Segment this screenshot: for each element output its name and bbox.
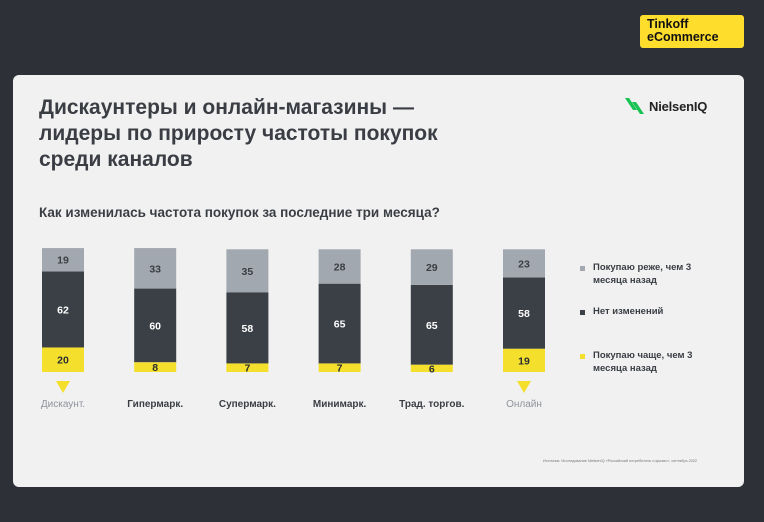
title-line-2: лидеры по приросту частоты покупок [39,122,438,145]
bar-less-2 [226,249,269,293]
bar-label-more-4: 6 [429,363,435,375]
bar-label-more-1: 8 [152,362,158,374]
bar-label-less-4: 29 [426,262,438,274]
brand-line-1: Tinkoff [647,17,689,31]
bar-more-3 [318,363,361,372]
stacked-bar-chart: 20 62 19 Дискаунт. 8 60 33 Гипермарк. 7 58 35 Супер… [41,248,545,410]
category-label-5: Онлайн [506,399,542,410]
infographic-card: Дискаунтеры и онлайн-магазины — лидеры п… [13,75,744,487]
legend-label-more: Покупаю чаще, чем 3 месяца назад [593,350,693,374]
bar-label-same-1: 60 [149,320,161,332]
category-label-1: Гипермарк. [127,399,183,410]
category-label-4: Трад. торгов. [399,399,465,410]
legend-label-same: Нет изменений [593,306,664,317]
bar-more-5 [503,348,545,372]
highlight-marker-0 [56,381,70,393]
bar-label-more-2: 7 [244,363,250,375]
chart-title: Как изменилась частота покупок за послед… [39,205,440,220]
title-line-1: Дискаунтеры и онлайн-магазины — [39,96,414,119]
bar-less-3 [318,249,361,284]
bar-more-4 [410,364,453,372]
legend-item-less: Покупаю реже, чем 3 месяца назад [580,261,730,287]
category-label-2: Супермарк. [219,399,276,410]
highlight-marker-5 [517,381,531,393]
bar-label-more-0: 20 [57,355,69,367]
bar-less-1 [134,248,177,289]
bar-label-same-2: 58 [242,323,254,335]
bar-label-same-3: 65 [334,319,346,331]
nielseniq-logo: NielsenIQ [625,95,707,117]
bar-less-4 [410,249,453,285]
category-label-3: Минимарк. [313,399,367,410]
bar-same-4 [410,284,453,365]
source-note: Источник: Исследование NielsenIQ «Россий… [543,459,698,463]
title-line-3: среди каналов [39,148,193,171]
bar-more-1 [134,362,177,372]
bar-label-less-1: 33 [149,263,161,275]
bar-same-5 [503,277,545,349]
bar-same-1 [134,288,177,363]
infographic-title: Дискаунтеры и онлайн-магазины — лидеры п… [39,95,499,173]
legend-swatch-more [580,354,585,359]
legend-item-more: Покупаю чаще, чем 3 месяца назад [580,349,730,375]
nielseniq-logo-text: NielsenIQ [649,98,708,114]
bar-same-2 [226,292,269,364]
bar-label-more-3: 7 [337,363,343,375]
bar-label-more-5: 19 [518,355,530,367]
bar-same-3 [318,283,361,364]
brand-line-2: eCommerce [647,30,719,44]
bar-label-same-4: 65 [426,320,438,332]
bar-label-less-0: 19 [57,255,69,267]
legend-item-same: Нет изменений [580,305,730,318]
category-label-0: Дискаунт. [41,399,85,410]
legend-label-less: Покупаю реже, чем 3 месяца назад [593,262,692,286]
legend-swatch-same [580,310,585,315]
bar-label-less-2: 35 [242,266,254,278]
bar-same-0 [42,271,84,348]
bar-more-2 [226,363,269,372]
bar-label-less-5: 23 [518,258,530,270]
tinkoff-ecommerce-logo: Tinkoff eCommerce [640,15,744,48]
bar-label-same-5: 58 [518,308,530,320]
nielseniq-mark-icon [625,98,644,114]
bar-label-less-3: 28 [334,261,346,273]
bar-label-same-0: 62 [57,304,69,316]
bar-less-5 [503,249,545,278]
bar-more-0 [42,347,84,372]
bar-less-0 [42,248,84,272]
legend-swatch-less [580,266,585,271]
